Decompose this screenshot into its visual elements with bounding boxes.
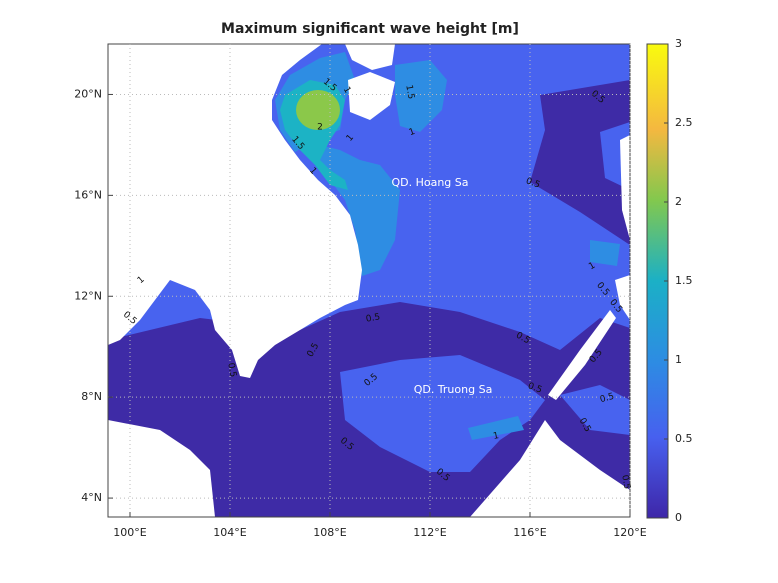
sea-high: [468, 416, 524, 440]
x-tick-label: 112°E: [413, 526, 446, 539]
y-tick-label: 8°N: [81, 390, 102, 403]
contour-label: 2: [317, 123, 323, 133]
contour-label: 1: [341, 85, 353, 95]
y-tick-label: 12°N: [74, 289, 102, 302]
contour-label: 1: [492, 431, 499, 442]
x-tick-label: 120°E: [613, 526, 646, 539]
colorbar-tick-label: 0: [675, 511, 682, 524]
sea-high: [300, 140, 400, 276]
contour-label: 1: [345, 133, 356, 144]
y-tick-label: 4°N: [81, 491, 102, 504]
land: [348, 72, 395, 120]
land: [345, 44, 395, 70]
contour-label: 1: [408, 127, 417, 138]
y-tick-label: 20°N: [74, 87, 102, 100]
colorbar-tick-label: 0.5: [675, 432, 693, 445]
x-tick-label: 108°E: [313, 526, 346, 539]
land: [108, 44, 362, 378]
land: [470, 420, 630, 517]
colorbar-tick-label: 1.5: [675, 274, 693, 287]
y-tick-label: 16°N: [74, 188, 102, 201]
sea-low: [530, 80, 630, 245]
sea-high: [395, 60, 447, 132]
land: [615, 275, 630, 320]
sea-high: [590, 240, 620, 266]
land: [620, 135, 630, 240]
contour-label: 1: [136, 275, 147, 286]
wave-field: [108, 44, 630, 517]
colorbar-tick-label: 1: [675, 353, 682, 366]
colorbar-tick-label: 3: [675, 37, 682, 50]
colorbar-tick-label: 2: [675, 195, 682, 208]
contour-label: 0.5: [225, 362, 237, 378]
contour-label: 0.5: [599, 392, 615, 405]
contour-label: 0.5: [619, 474, 631, 490]
contour-label: 0.5: [526, 381, 543, 395]
contour-label: 0.5: [365, 312, 381, 324]
title: Maximum significant wave height [m]: [221, 21, 519, 37]
x-tick-label: 100°E: [113, 526, 146, 539]
colorbar-tick-label: 2.5: [675, 116, 693, 129]
place-label: QD. Truong Sa: [414, 383, 493, 396]
land: [108, 420, 215, 517]
contour-label: 1: [307, 166, 318, 177]
contour-label: 1.5: [403, 84, 415, 100]
place-label: QD. Hoang Sa: [391, 176, 468, 189]
contour-label: 0.5: [524, 176, 541, 190]
x-tick-label: 116°E: [513, 526, 546, 539]
sea-peak: [296, 90, 340, 130]
x-tick-label: 104°E: [213, 526, 246, 539]
land: [548, 310, 616, 400]
sea-mid: [340, 355, 545, 472]
contour-label: 1: [587, 261, 597, 273]
